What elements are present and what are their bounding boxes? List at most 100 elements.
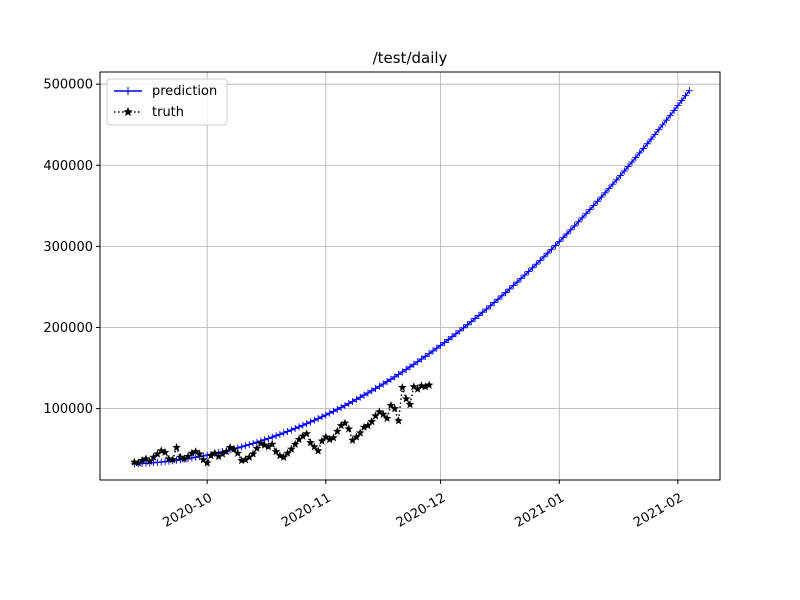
prediction-point bbox=[509, 282, 517, 290]
truth-point bbox=[183, 451, 193, 461]
truth-point bbox=[248, 449, 258, 458]
prediction-point bbox=[620, 167, 628, 175]
prediction-point bbox=[329, 407, 337, 415]
prediction-point bbox=[448, 333, 456, 341]
prediction-point bbox=[238, 443, 246, 451]
prediction-point bbox=[605, 184, 613, 192]
legend-truth-marker bbox=[123, 107, 133, 116]
prediction-point bbox=[414, 358, 422, 366]
truth-point bbox=[310, 442, 319, 451]
prediction-point bbox=[682, 92, 690, 100]
prediction-point bbox=[498, 292, 506, 300]
prediction-point bbox=[314, 415, 322, 423]
prediction-point bbox=[613, 176, 621, 184]
prediction-point bbox=[241, 442, 249, 450]
prediction-point bbox=[387, 375, 395, 383]
prediction-point bbox=[616, 171, 624, 179]
prediction-point bbox=[264, 434, 272, 442]
y-tick-label: 200000 bbox=[43, 321, 93, 336]
truth-point bbox=[421, 382, 430, 391]
prediction-point bbox=[341, 401, 349, 409]
prediction-point bbox=[245, 441, 253, 449]
prediction-point bbox=[659, 121, 667, 129]
prediction-point bbox=[268, 433, 276, 441]
prediction-point bbox=[494, 295, 502, 303]
prediction-point bbox=[356, 393, 364, 401]
prediction-point bbox=[303, 420, 311, 428]
prediction-point bbox=[574, 218, 582, 226]
truth-point bbox=[313, 446, 323, 455]
prediction-point bbox=[624, 163, 632, 171]
truth-point bbox=[333, 426, 342, 435]
legend: prediction truth bbox=[106, 78, 228, 126]
prediction-point bbox=[525, 267, 533, 275]
prediction-point bbox=[506, 285, 514, 293]
legend-truth-label: truth bbox=[152, 105, 184, 120]
prediction-point bbox=[440, 339, 448, 347]
prediction-point bbox=[372, 385, 380, 393]
prediction-point bbox=[479, 308, 487, 316]
plot-frame bbox=[99, 71, 721, 481]
truth-point bbox=[252, 443, 262, 453]
truth-point bbox=[202, 458, 212, 467]
y-tick-label: 500000 bbox=[43, 78, 93, 93]
prediction-point bbox=[437, 341, 445, 349]
truth-point bbox=[424, 380, 434, 389]
prediction-point bbox=[345, 399, 353, 407]
truth-point bbox=[375, 407, 384, 416]
truth-point bbox=[271, 447, 281, 456]
truth-point bbox=[179, 454, 189, 463]
prediction-point bbox=[421, 352, 429, 360]
legend-prediction-marker bbox=[124, 87, 132, 95]
prediction-point bbox=[548, 245, 556, 253]
prediction-point bbox=[306, 418, 314, 426]
prediction-point bbox=[582, 210, 590, 218]
prediction-point bbox=[521, 271, 529, 279]
truth-point bbox=[283, 448, 292, 457]
truth-point bbox=[187, 448, 197, 457]
truth-point bbox=[317, 436, 327, 445]
truth-point bbox=[348, 435, 357, 444]
prediction-point bbox=[578, 214, 586, 222]
truth-point bbox=[237, 456, 246, 465]
prediction-point bbox=[590, 201, 598, 209]
truth-point bbox=[401, 394, 411, 403]
truth-point bbox=[321, 432, 331, 441]
prediction-point bbox=[662, 116, 670, 124]
prediction-point bbox=[597, 193, 605, 201]
truth-point bbox=[267, 439, 277, 448]
truth-point bbox=[229, 444, 239, 453]
prediction-point bbox=[651, 130, 659, 138]
truth-point bbox=[260, 440, 269, 449]
truth-point bbox=[359, 422, 369, 431]
truth-point bbox=[191, 447, 200, 456]
prediction-point bbox=[383, 378, 391, 386]
prediction-point bbox=[636, 149, 644, 157]
prediction-point bbox=[395, 370, 403, 378]
prediction-point bbox=[463, 321, 471, 329]
truth-point bbox=[176, 452, 185, 461]
prediction-point bbox=[379, 380, 387, 388]
prediction-point bbox=[287, 426, 295, 434]
truth-point bbox=[382, 413, 392, 422]
prediction-point bbox=[639, 144, 647, 152]
prediction-point bbox=[540, 253, 548, 261]
truth-point bbox=[275, 451, 285, 460]
truth-point bbox=[168, 455, 177, 464]
truth-point bbox=[409, 382, 419, 391]
truth-point bbox=[279, 452, 288, 461]
prediction-point bbox=[318, 413, 326, 421]
prediction-point bbox=[249, 439, 257, 447]
truth-point bbox=[137, 456, 147, 465]
prediction-point bbox=[433, 344, 441, 352]
prediction-point bbox=[666, 111, 674, 119]
chart-title: /test/daily bbox=[373, 49, 448, 67]
prediction-point bbox=[398, 368, 406, 376]
truth-point bbox=[363, 421, 373, 430]
prediction-point bbox=[643, 140, 651, 148]
truth-point bbox=[340, 418, 350, 427]
truth-point bbox=[336, 421, 346, 430]
truth-point bbox=[233, 448, 243, 457]
prediction-point bbox=[567, 226, 575, 234]
prediction-point bbox=[601, 189, 609, 197]
